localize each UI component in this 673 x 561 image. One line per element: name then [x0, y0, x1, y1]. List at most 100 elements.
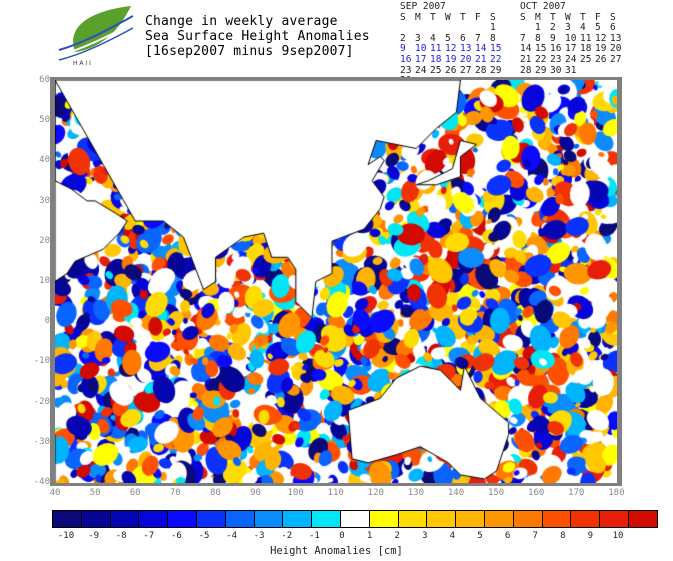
calendar-day: 8: [535, 32, 541, 44]
colorbar-swatch: [369, 511, 399, 527]
calendar-day: 9: [400, 43, 406, 55]
longitude-tick-label: 150: [487, 488, 505, 498]
map-frame: [50, 77, 622, 486]
weekday-label: S: [490, 11, 496, 23]
calendar-day: 3: [565, 22, 571, 34]
calendar-day: 23: [550, 54, 562, 65]
calendar-day: 12: [445, 43, 457, 55]
calendar-day: 16: [550, 43, 562, 55]
weekday-label: T: [460, 11, 466, 23]
calendar-day: 23: [400, 64, 412, 76]
colorbar-swatch: [196, 511, 226, 527]
calendar-day: 24: [565, 54, 577, 65]
calendar-day: 13: [610, 32, 622, 44]
colorbar-tick-label: 7: [532, 531, 538, 541]
colorbar-tick-label: -10: [57, 531, 75, 541]
weekday-label: W: [565, 11, 571, 23]
longitude-tick-label: 130: [407, 488, 425, 498]
calendar-day: 6: [610, 22, 616, 34]
longitude-tick-label: 100: [287, 488, 304, 498]
colorbar-tick-label: 3: [422, 531, 428, 541]
calendar-day: 18: [430, 54, 442, 65]
calendar-day: 8: [490, 32, 496, 44]
latitude-tick-label: 60: [39, 75, 50, 85]
calendar-day: 6: [460, 32, 466, 44]
calendar-day: 4: [580, 22, 586, 34]
calendar-day: 28: [520, 64, 532, 76]
chart-title: Change in weekly average Sea Surface Hei…: [145, 14, 370, 59]
latitude-tick-label: 0: [44, 316, 50, 327]
calendar-day: 19: [595, 43, 607, 55]
colorbar-swatch: [254, 511, 284, 527]
colorbar-swatch: [81, 511, 111, 527]
colorbar-swatch: [283, 511, 313, 527]
calendar-day: 7: [520, 32, 526, 44]
title-line-1: Change in weekly average: [145, 14, 338, 29]
title-line-3: [16sep2007 minus 9sep2007]: [145, 44, 354, 59]
colorbar-tick-label: -6: [170, 531, 182, 541]
longitude-tick-label: 140: [447, 488, 465, 498]
calendar-day: 7: [475, 32, 481, 44]
sea-surface-height-map: [55, 80, 617, 483]
haii-logo: H A I I: [56, 6, 135, 67]
title-line-2: Sea Surface Height Anomalies: [145, 29, 370, 44]
colorbar-tick-label: 9: [587, 531, 594, 541]
colorbar-tick-label: -4: [226, 531, 238, 541]
calendar-day: 21: [475, 54, 487, 65]
colorbar-swatch: [484, 511, 514, 527]
calendar-day: 27: [610, 54, 622, 65]
calendar-day: 24: [415, 64, 427, 76]
calendar-day: 13: [460, 43, 472, 55]
latitude-tick-label: -20: [33, 396, 50, 407]
colorbar-swatch: [600, 511, 629, 527]
colorbar-tick-label: -7: [143, 531, 155, 541]
longitude-tick-label: 180: [608, 488, 625, 498]
colorbar-swatch: [340, 511, 370, 527]
calendar-day: 14: [475, 43, 487, 55]
colorbar-tick-label: 5: [477, 531, 483, 541]
colorbar-swatch: [110, 511, 140, 527]
colorbar-swatch: [225, 511, 255, 527]
calendar-day: 16: [400, 54, 412, 65]
weekday-label: S: [610, 11, 616, 23]
latitude-tick-label: 10: [39, 276, 50, 286]
colorbar-tick-label: -3: [253, 531, 265, 541]
weekday-label: S: [400, 11, 406, 23]
longitude-tick-label: 60: [129, 488, 141, 498]
calendar-day: 22: [535, 54, 547, 65]
colorbar-swatch: [571, 511, 601, 527]
weekday-label: S: [520, 11, 526, 23]
latitude-tick-label: 50: [39, 115, 50, 126]
colorbar-swatch: [542, 511, 572, 527]
weekday-label: T: [580, 11, 586, 23]
colorbar-tick-label: 1: [366, 531, 373, 541]
calendar-day: 18: [580, 43, 592, 55]
weekday-label: M: [415, 11, 421, 23]
longitude-tick-label: 70: [169, 488, 181, 498]
calendar-day: 4: [430, 32, 436, 44]
calendar-day: 27: [460, 64, 472, 76]
latitude-tick-label: -10: [33, 356, 50, 367]
calendar-day: 2: [400, 32, 406, 44]
longitude-tick-label: 120: [367, 488, 384, 498]
colorbar-tick-label: 6: [504, 531, 511, 541]
colorbar-swatch: [513, 511, 543, 527]
latitude-tick-label: 20: [39, 235, 50, 246]
colorbar-swatch: [398, 511, 428, 527]
calendar-day: 28: [475, 64, 487, 76]
calendar-day: 5: [445, 32, 451, 44]
longitude-tick-label: 80: [209, 488, 221, 498]
calendar-day: 10: [565, 32, 577, 44]
calendar-day: 25: [580, 54, 592, 65]
colorbar-tick-label: -1: [308, 531, 320, 541]
longitude-tick-label: 40: [49, 488, 61, 498]
calendar-day: 20: [460, 54, 472, 65]
calendar-day: 26: [445, 64, 457, 76]
latitude-tick-label: 40: [39, 155, 50, 166]
calendar-day: 2: [550, 22, 556, 34]
calendar-day: 31: [565, 64, 577, 76]
colorbar-swatch: [456, 511, 485, 527]
colorbar: [52, 510, 658, 528]
calendar-day: 12: [595, 32, 607, 44]
calendar-day: 29: [535, 64, 547, 76]
